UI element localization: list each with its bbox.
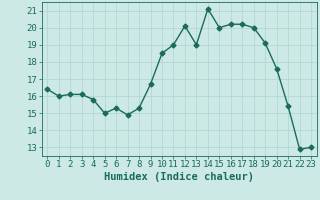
X-axis label: Humidex (Indice chaleur): Humidex (Indice chaleur)	[104, 172, 254, 182]
